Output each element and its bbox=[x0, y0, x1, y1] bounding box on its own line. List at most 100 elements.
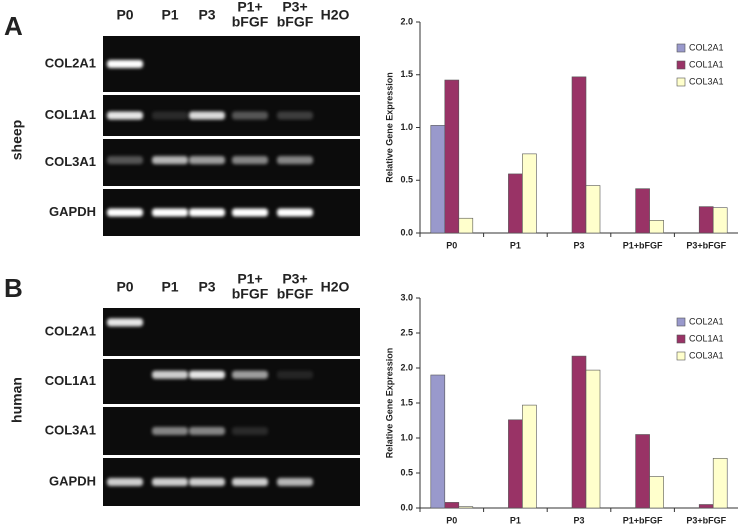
bar bbox=[458, 217, 474, 234]
lane-label: P3 bbox=[198, 7, 215, 23]
y-tick-label: 0.5 bbox=[400, 175, 413, 185]
y-tick-label: 1.5 bbox=[400, 69, 413, 79]
species-label: sheep bbox=[9, 120, 25, 160]
lane-label: bFGF bbox=[277, 286, 314, 302]
legend-label: COL3A1 bbox=[689, 350, 724, 360]
bar bbox=[508, 419, 523, 509]
gel-band bbox=[277, 478, 313, 486]
gene-label: COL3A1 bbox=[45, 422, 96, 437]
legend-label: COL2A1 bbox=[689, 316, 724, 326]
legend-label: COL1A1 bbox=[689, 333, 724, 343]
gel-band bbox=[277, 370, 313, 379]
x-tick-label: P3 bbox=[573, 515, 584, 525]
gel-band bbox=[232, 427, 268, 435]
gel-band bbox=[189, 156, 225, 165]
bar bbox=[698, 504, 714, 509]
lane-label: bFGF bbox=[277, 14, 314, 30]
bar bbox=[635, 188, 650, 234]
y-tick-label: 2.0 bbox=[400, 16, 413, 26]
x-tick-label: P1 bbox=[510, 515, 521, 525]
bar bbox=[571, 355, 587, 509]
gel-band bbox=[232, 370, 268, 379]
gel-image bbox=[103, 36, 360, 92]
gel-image bbox=[103, 189, 360, 236]
legend-swatch bbox=[676, 60, 686, 70]
y-axis-label: Relative Gene Expression bbox=[384, 348, 394, 459]
bar bbox=[522, 404, 537, 509]
gel-band bbox=[189, 370, 225, 379]
gene-label: COL2A1 bbox=[45, 55, 96, 70]
legend-swatch bbox=[676, 77, 686, 87]
x-tick-label: P1 bbox=[510, 240, 521, 250]
legend-swatch bbox=[676, 317, 686, 327]
y-axis-label: Relative Gene Expression bbox=[384, 72, 394, 183]
lane-label: bFGF bbox=[232, 286, 269, 302]
y-tick-label: 0.0 bbox=[400, 502, 413, 512]
legend-swatch bbox=[676, 43, 686, 53]
gel-band bbox=[277, 111, 313, 120]
lane-label: H2O bbox=[321, 279, 350, 295]
bar bbox=[649, 220, 664, 234]
bar bbox=[430, 125, 446, 234]
gel-band bbox=[107, 111, 143, 120]
gel-band bbox=[277, 156, 313, 165]
species-label: human bbox=[9, 377, 25, 423]
y-tick-label: 2.5 bbox=[400, 327, 413, 337]
gene-label: GAPDH bbox=[49, 204, 96, 219]
gel-band bbox=[152, 111, 188, 120]
x-tick-label: P0 bbox=[446, 515, 457, 525]
x-tick-label: P3+bFGF bbox=[686, 515, 726, 525]
gel-band bbox=[232, 208, 268, 217]
x-tick-label: P0 bbox=[446, 240, 457, 250]
gel-band bbox=[232, 111, 268, 120]
gel-image bbox=[103, 359, 360, 404]
bar bbox=[444, 502, 460, 509]
bar bbox=[712, 457, 728, 509]
legend-swatch bbox=[676, 351, 686, 361]
lane-label: P3+ bbox=[282, 0, 307, 15]
gel-band bbox=[189, 478, 225, 486]
lane-label: P0 bbox=[116, 7, 133, 23]
gel-band bbox=[189, 208, 225, 217]
lane-label: P1+ bbox=[237, 271, 262, 287]
legend-label: COL3A1 bbox=[689, 76, 724, 86]
lane-label: P0 bbox=[116, 279, 133, 295]
gel-band bbox=[107, 318, 143, 327]
gel-band bbox=[107, 156, 143, 165]
gel-band bbox=[152, 427, 188, 435]
gene-label: COL2A1 bbox=[45, 323, 96, 338]
lane-label: P3+ bbox=[282, 271, 307, 287]
lane-label: P3 bbox=[198, 279, 215, 295]
legend-label: COL1A1 bbox=[689, 59, 724, 69]
y-tick-label: 2.0 bbox=[400, 362, 413, 372]
gel-image bbox=[103, 407, 360, 455]
bar bbox=[430, 374, 446, 509]
gel-band bbox=[232, 156, 268, 165]
gel-image bbox=[103, 308, 360, 356]
x-tick-label: P1+bFGF bbox=[623, 515, 663, 525]
bar bbox=[635, 434, 650, 509]
lane-label: H2O bbox=[321, 7, 350, 23]
bar bbox=[585, 369, 601, 509]
y-tick-label: 3.0 bbox=[400, 292, 413, 302]
gel-band bbox=[232, 478, 268, 486]
x-tick-label: P3 bbox=[573, 240, 584, 250]
y-tick-label: 0.0 bbox=[400, 227, 413, 237]
x-tick-label: P1+bFGF bbox=[623, 240, 663, 250]
panel-letter: A bbox=[4, 11, 23, 41]
gene-label: COL1A1 bbox=[45, 107, 96, 122]
panel-letter: B bbox=[4, 273, 23, 303]
bar bbox=[508, 173, 523, 234]
lane-label: P1+ bbox=[237, 0, 262, 15]
bar bbox=[444, 79, 460, 234]
bar bbox=[458, 506, 474, 509]
bar bbox=[712, 207, 728, 234]
bar bbox=[585, 185, 601, 234]
legend-label: COL2A1 bbox=[689, 42, 724, 52]
y-tick-label: 1.0 bbox=[400, 122, 413, 132]
bar bbox=[571, 76, 587, 234]
bar bbox=[522, 153, 537, 234]
bar bbox=[698, 206, 714, 234]
y-tick-label: 1.5 bbox=[400, 397, 413, 407]
